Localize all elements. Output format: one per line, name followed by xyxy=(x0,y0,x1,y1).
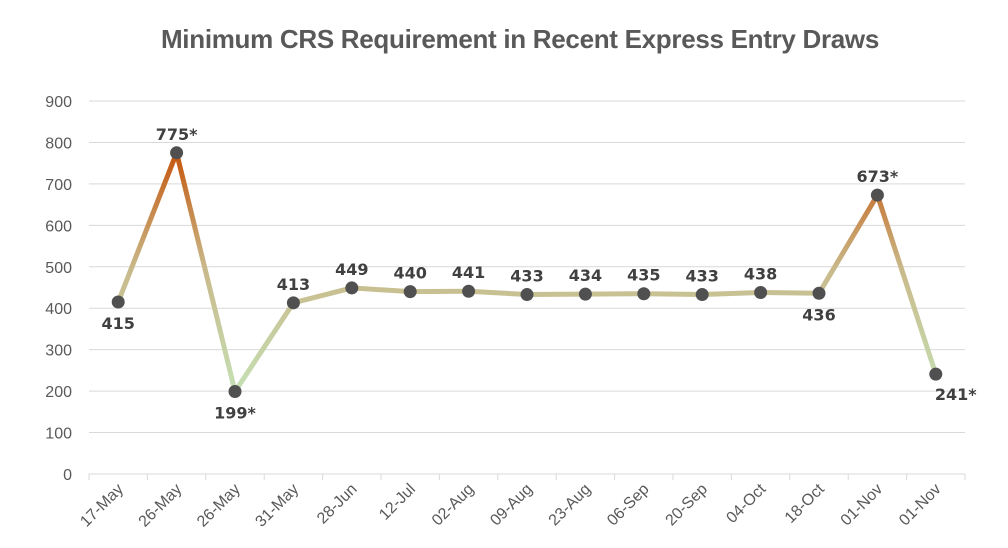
y-tick-label: 800 xyxy=(45,135,72,152)
x-tick-label: 04-Oct xyxy=(723,480,769,526)
line-segment xyxy=(699,289,764,298)
series-line xyxy=(115,150,939,395)
data-point-marker xyxy=(403,285,417,299)
line-segment xyxy=(290,285,355,306)
x-tick-label: 31-May xyxy=(252,481,302,531)
data-label: 434 xyxy=(569,266,602,285)
data-label: 241* xyxy=(935,385,977,404)
data-point-marker xyxy=(111,295,125,309)
data-point-marker xyxy=(929,367,943,381)
x-tick-label: 01-Nov xyxy=(896,481,944,529)
x-tick-label: 12-Jul xyxy=(376,481,419,524)
data-label: 435 xyxy=(627,266,660,285)
data-point-marker xyxy=(228,385,242,399)
line-segment xyxy=(758,289,822,296)
data-label: 199* xyxy=(214,404,256,423)
data-label: 413 xyxy=(277,275,310,294)
data-label: 775* xyxy=(156,125,198,144)
data-point-marker xyxy=(170,146,184,160)
y-tick-label: 900 xyxy=(45,94,72,111)
data-point-marker xyxy=(578,287,592,301)
data-point-marker xyxy=(870,188,884,202)
y-tick-label: 0 xyxy=(63,467,72,484)
line-segment xyxy=(232,300,296,395)
y-tick-label: 200 xyxy=(45,384,72,401)
data-point-marker xyxy=(520,288,534,302)
y-axis: 0 100 200 300 400 500 600 700 800 900 xyxy=(45,94,72,484)
x-axis: 17-May 26-May 26-May 31-May 28-Jun 12-Jul 02-A… xyxy=(77,474,966,531)
x-tick-label: 09-Aug xyxy=(487,481,536,530)
line-segment xyxy=(115,150,180,305)
data-label: 438 xyxy=(744,264,777,283)
line-segment xyxy=(349,285,413,295)
line-segment xyxy=(816,192,880,296)
y-tick-label: 300 xyxy=(45,343,72,360)
data-point-marker xyxy=(345,281,359,295)
data-point-marker xyxy=(754,285,768,299)
data-point-marker xyxy=(695,288,709,302)
line-segment xyxy=(466,288,530,298)
data-point-marker xyxy=(637,287,651,301)
data-point-marker xyxy=(286,296,300,310)
data-labels: 415 775* 199* 413 449 440 441 433 434 435 433 438 43… xyxy=(101,125,977,423)
data-label: 433 xyxy=(510,267,543,286)
data-label: 441 xyxy=(452,263,485,282)
data-label: 449 xyxy=(335,260,368,279)
x-tick-label: 26-May xyxy=(136,481,186,531)
data-point-marker xyxy=(812,286,826,300)
series-markers xyxy=(111,146,943,399)
data-label: 433 xyxy=(685,267,718,286)
x-tick-label: 06-Sep xyxy=(604,481,653,530)
line-segment xyxy=(641,291,705,298)
data-label: 673* xyxy=(857,167,899,186)
x-tick-label: 17-May xyxy=(77,481,127,531)
x-tick-label: 23-Aug xyxy=(546,481,595,530)
x-tick-label: 18-Oct xyxy=(782,480,828,526)
y-tick-label: 500 xyxy=(45,260,72,277)
x-tick-label: 20-Sep xyxy=(663,481,712,530)
x-tick-label: 28-Jun xyxy=(314,481,361,528)
y-tick-label: 100 xyxy=(45,426,72,443)
x-tick-label: 26-May xyxy=(194,481,244,531)
data-label: 436 xyxy=(802,305,835,324)
x-tick-label: 01-Nov xyxy=(838,481,886,529)
y-tick-label: 600 xyxy=(45,218,72,235)
line-segment xyxy=(874,192,939,377)
chart-title: Minimum CRS Requirement in Recent Expres… xyxy=(160,24,880,54)
data-label: 440 xyxy=(393,264,426,283)
line-segment xyxy=(174,150,238,395)
data-label: 415 xyxy=(101,314,134,333)
data-point-marker xyxy=(462,284,476,298)
y-tick-label: 700 xyxy=(45,177,72,194)
y-tick-label: 400 xyxy=(45,301,72,318)
x-tick-label: 02-Aug xyxy=(429,481,478,530)
